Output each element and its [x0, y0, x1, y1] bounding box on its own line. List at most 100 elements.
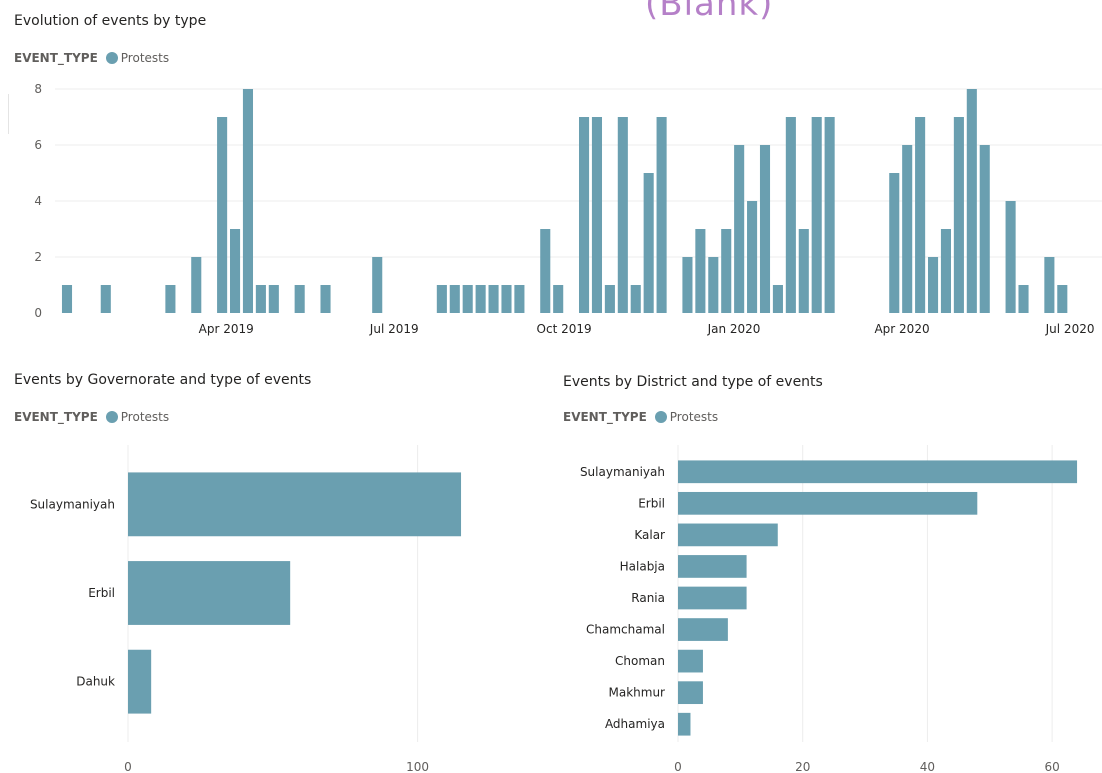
bar [128, 472, 462, 537]
bar [578, 117, 590, 313]
bar [824, 117, 835, 313]
y-tick-label: 0 [34, 306, 42, 320]
bar [475, 285, 486, 313]
bar [617, 117, 628, 313]
bar [979, 145, 990, 313]
y-tick-label: 6 [34, 138, 42, 152]
bar [915, 117, 926, 313]
bar [540, 229, 551, 313]
category-label: Sulaymaniyah [30, 497, 115, 511]
bar [242, 89, 254, 313]
chart2-legend-series: Protests [120, 410, 170, 424]
bar [678, 491, 978, 515]
bar [798, 229, 809, 313]
x-tick-label: 20 [795, 760, 810, 773]
bar [128, 561, 291, 625]
y-tick-label: 2 [34, 250, 42, 264]
bar [734, 145, 745, 313]
chart2-legend[interactable]: EVENT_TYPE Protests [14, 410, 169, 424]
y-tick-label: 4 [34, 194, 42, 208]
chart1-legend-series: Protests [120, 51, 170, 65]
category-label: Erbil [638, 496, 665, 510]
bar [591, 117, 603, 313]
bar [682, 257, 693, 313]
chart3-title: Events by District and type of events [563, 374, 823, 390]
bar [772, 285, 783, 313]
bar [630, 285, 641, 313]
x-tick-label: Apr 2019 [199, 322, 254, 336]
events-by-type-chart[interactable]: 0 2 4 6 8 Apr 2019 Jul 2019 Oct 2019 Jan 2020 Apr… [0, 0, 1102, 345]
category-label: Rania [631, 591, 665, 605]
bar [678, 681, 703, 705]
bar [255, 285, 266, 313]
chart3-legend-dot-icon [654, 411, 667, 423]
bar [488, 285, 499, 313]
bar [759, 145, 771, 313]
bar [501, 285, 512, 313]
bar [1044, 257, 1055, 313]
bar [953, 117, 964, 313]
bar [229, 229, 241, 313]
category-label: Chamchamal [586, 623, 665, 637]
bar [217, 117, 228, 313]
chart1-legend[interactable]: EVENT_TYPE Protests [14, 51, 169, 65]
bar [678, 649, 703, 673]
chart2-legend-dot-icon [105, 411, 118, 423]
category-label: Dahuk [76, 675, 115, 689]
category-label: Adhamiya [605, 717, 665, 731]
x-tick-label: Jul 2019 [369, 322, 419, 336]
category-label: Makhmur [609, 686, 666, 700]
x-tick-label: 40 [920, 760, 935, 773]
bar [191, 257, 202, 313]
bar [372, 257, 383, 313]
bar [128, 649, 152, 714]
bar [294, 285, 305, 313]
bar [678, 618, 728, 641]
bar [643, 173, 654, 313]
bar [320, 285, 331, 313]
bar [268, 285, 279, 313]
category-label: Halabja [620, 559, 665, 573]
y-tick-label: 8 [34, 82, 42, 96]
bar [678, 523, 778, 547]
bar [678, 460, 1078, 484]
x-tick-label: 0 [124, 760, 132, 773]
category-label: Choman [615, 654, 665, 668]
chart1-legend-title: EVENT_TYPE [14, 51, 98, 65]
chart2-legend-title: EVENT_TYPE [14, 410, 98, 424]
bar [927, 257, 939, 313]
bar [462, 285, 473, 313]
chart3-legend[interactable]: EVENT_TYPE Protests [563, 410, 718, 424]
bar [604, 285, 615, 313]
bar [553, 285, 564, 313]
bar [708, 257, 719, 313]
bar [940, 229, 952, 313]
chart1-legend-dot-icon [105, 52, 118, 64]
chart1-title: Evolution of events by type [14, 13, 207, 29]
bar [678, 712, 691, 736]
bar [656, 117, 667, 313]
bar [449, 285, 460, 313]
bar [1018, 285, 1029, 313]
chart2-title: Events by Governorate and type of events [14, 372, 312, 388]
panel-divider [8, 94, 9, 134]
x-tick-label: Oct 2019 [537, 322, 592, 336]
x-tick-label: Jan 2020 [707, 322, 761, 336]
bar [165, 285, 176, 313]
x-tick-label: Apr 2020 [874, 322, 929, 336]
bar [721, 229, 732, 313]
chart3-legend-series: Protests [669, 410, 719, 424]
x-tick-label: Jul 2020 [1045, 322, 1095, 336]
category-label: Sulaymaniyah [580, 465, 665, 479]
bar [902, 145, 913, 313]
bar [1005, 201, 1016, 313]
blank-label: (Blank) [645, 0, 774, 24]
bar [811, 117, 822, 313]
events-by-governorate-chart[interactable]: 0 100 Sulaymaniyah Erbil Dahuk [0, 0, 550, 773]
chart3-legend-title: EVENT_TYPE [563, 410, 647, 424]
bar [678, 586, 747, 610]
category-label: Erbil [88, 586, 115, 600]
bar [889, 173, 900, 313]
bar [747, 201, 758, 313]
